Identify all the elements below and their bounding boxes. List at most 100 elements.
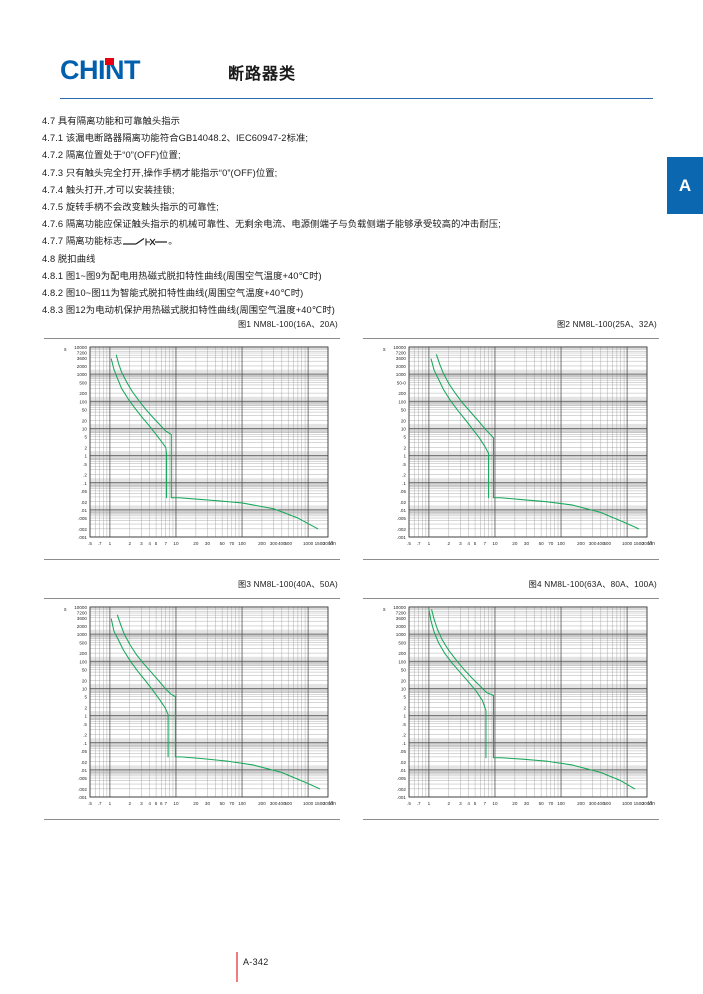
svg-text:20: 20 <box>401 678 407 683</box>
svg-text:1000: 1000 <box>77 632 88 637</box>
figure-3-caption-rule <box>44 598 340 599</box>
figure-1-bottom-rule <box>44 559 340 560</box>
paragraph-4-7-3: 4.7.3 只有触头完全打开,操作手柄才能指示“0”(OFF)位置; <box>42 167 278 178</box>
paragraph-4-7-5: 4.7.5 旋转手柄不会改变触头指示的可靠性; <box>42 202 219 213</box>
svg-text:2000: 2000 <box>396 624 407 629</box>
svg-text:10: 10 <box>173 541 179 546</box>
section-tab-a[interactable]: A <box>667 157 703 214</box>
svg-text:400: 400 <box>278 801 286 806</box>
svg-text:20: 20 <box>82 418 88 423</box>
figure-4-bottom-rule <box>363 819 659 820</box>
svg-text:70: 70 <box>229 541 235 546</box>
svg-text:.5: .5 <box>88 801 92 806</box>
svg-text:.01: .01 <box>81 768 88 773</box>
svg-text:3600: 3600 <box>396 616 407 621</box>
svg-text:.002: .002 <box>78 787 87 792</box>
svg-text:.7: .7 <box>98 801 102 806</box>
svg-text:300: 300 <box>270 541 278 546</box>
svg-text:100: 100 <box>79 399 87 404</box>
figure-4-caption-rule <box>363 598 659 599</box>
svg-text:.02: .02 <box>81 500 88 505</box>
figure-4-caption: 图4 NM8L-100(63A、80A、100A) <box>528 580 657 589</box>
paragraph-4-7-1: 4.7.1 该漏电断路器隔离功能符合GB14048.2、IEC60947-2标准… <box>42 133 309 144</box>
svg-text:100: 100 <box>557 541 565 546</box>
svg-text:.2: .2 <box>402 473 406 478</box>
svg-text:4: 4 <box>148 801 151 806</box>
svg-text:200: 200 <box>577 541 585 546</box>
trip-curve-chart: 100007200360020001000500200100502010521.… <box>64 345 336 547</box>
svg-text:20: 20 <box>512 801 518 806</box>
paragraph-4-7-2: 4.7.2 隔离位置处于“0”(OFF)位置; <box>42 150 181 161</box>
svg-text:.002: .002 <box>78 527 87 532</box>
svg-text:500: 500 <box>284 801 292 806</box>
svg-text:20: 20 <box>82 678 88 683</box>
upper-limit-curve <box>431 609 636 790</box>
svg-text:.5: .5 <box>407 541 411 546</box>
svg-text:.001: .001 <box>397 535 406 540</box>
upper-limit-curve <box>116 614 321 790</box>
chint-logo-text: CHINT <box>60 55 141 85</box>
svg-text:10: 10 <box>82 427 88 432</box>
paragraph-4-8: 4.8 脱扣曲线 <box>42 253 96 264</box>
svg-text:10000: 10000 <box>74 605 87 610</box>
figure-3: 图3 NM8L-100(40A、50A) 10000 7200 3600 2000 10… <box>44 578 340 820</box>
svg-text:20: 20 <box>193 801 199 806</box>
figure-4-plot: 10000 7200 3600 2000 1000 500 200 100 50 20 10 5 2 1.… <box>363 599 659 817</box>
svg-text:.7: .7 <box>98 541 102 546</box>
svg-text:200: 200 <box>398 391 406 396</box>
svg-text:1000: 1000 <box>396 372 407 377</box>
svg-text:200: 200 <box>398 651 406 656</box>
svg-text:50: 50 <box>401 668 407 673</box>
svg-text:50: 50 <box>539 541 545 546</box>
figure-2-caption: 图2 NM8L-100(25A、32A) <box>556 320 657 329</box>
svg-text:4: 4 <box>148 541 151 546</box>
lower-limit-curve <box>430 358 490 499</box>
svg-text:3600: 3600 <box>396 356 407 361</box>
figure-4: 图4 NM8L-100(63A、80A、100A) 10000 7200 3600 2… <box>363 578 659 820</box>
svg-text:200: 200 <box>79 391 87 396</box>
svg-text:1500: 1500 <box>634 541 645 546</box>
svg-text:.005: .005 <box>78 776 87 781</box>
paragraph-4-8-1: 4.8.1 图1~图9为配电用热磁式脱扣特性曲线(周围空气温度+40℃时) <box>42 270 322 281</box>
chint-logo: CHINT <box>60 55 154 85</box>
svg-text:.001: .001 <box>78 535 87 540</box>
svg-text:7200: 7200 <box>77 350 88 355</box>
svg-text:1000: 1000 <box>77 372 88 377</box>
svg-text:1500: 1500 <box>634 801 645 806</box>
svg-text:5: 5 <box>403 435 406 440</box>
svg-text:10000: 10000 <box>74 345 87 350</box>
svg-text:.1: .1 <box>402 741 406 746</box>
svg-text:400: 400 <box>278 541 286 546</box>
svg-text:2000: 2000 <box>642 541 653 546</box>
svg-text:20: 20 <box>401 418 407 423</box>
svg-text:30: 30 <box>205 801 211 806</box>
svg-text:.02: .02 <box>81 760 88 765</box>
paragraph-4-7-7: 4.7.7 隔离功能标志 。 <box>42 233 642 250</box>
svg-text:3: 3 <box>459 801 462 806</box>
svg-text:.5: .5 <box>407 801 411 806</box>
svg-text:6: 6 <box>160 801 163 806</box>
svg-text:1000: 1000 <box>622 541 633 546</box>
x-axis-label: I/In <box>648 541 655 547</box>
svg-text:400: 400 <box>597 801 605 806</box>
trip-curve-chart: 100007200360020001000500200100502010521.… <box>64 605 336 807</box>
svg-text:3600: 3600 <box>77 356 88 361</box>
svg-text:10000: 10000 <box>393 605 406 610</box>
svg-text:.002: .002 <box>397 527 406 532</box>
upper-limit-curve <box>115 354 319 530</box>
body-text-block: 4.7 具有隔离功能和可靠触头指示 4.7.1 该漏电断路器隔离功能符合GB14… <box>42 113 642 319</box>
svg-text:.01: .01 <box>81 508 88 513</box>
figure-3-caption: 图3 NM8L-100(40A、50A) <box>237 580 338 589</box>
svg-text:300: 300 <box>270 801 278 806</box>
svg-text:70: 70 <box>229 801 235 806</box>
svg-text:1: 1 <box>403 714 406 719</box>
svg-text:5: 5 <box>474 801 477 806</box>
svg-text:1500: 1500 <box>315 801 326 806</box>
svg-text:.5: .5 <box>402 462 406 467</box>
svg-text:7: 7 <box>164 801 167 806</box>
svg-text:500: 500 <box>603 541 611 546</box>
svg-text:.1: .1 <box>83 481 87 486</box>
lower-limit-curve <box>110 358 168 499</box>
svg-text:30: 30 <box>205 541 211 546</box>
svg-text:1: 1 <box>84 454 87 459</box>
